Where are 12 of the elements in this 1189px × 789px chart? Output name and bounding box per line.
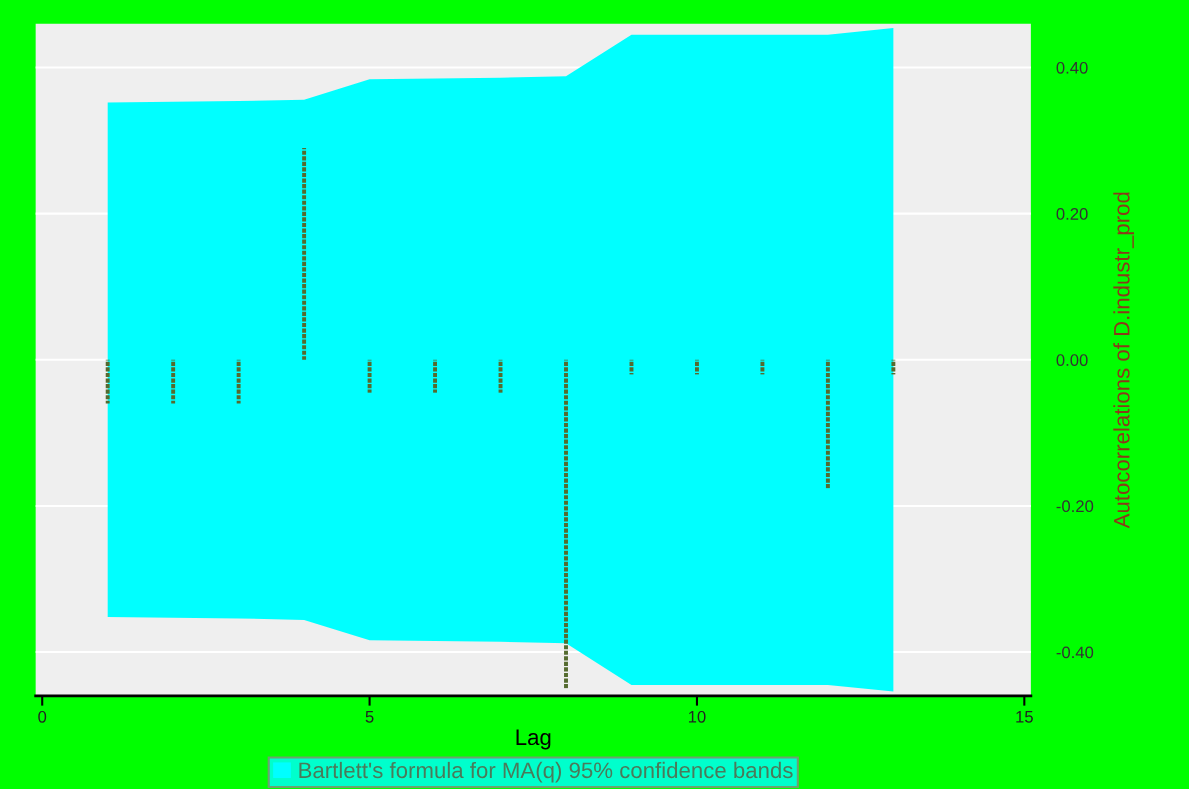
y-tick-label: -0.40 <box>1056 646 1094 659</box>
x-tick-label: 10 <box>688 710 706 723</box>
y-axis-title: Autocorrelations of D.industr_prod <box>1113 192 1135 529</box>
x-tick-label: 0 <box>38 710 47 723</box>
x-axis-title: Lag <box>516 729 551 750</box>
y-tick-label: -0.20 <box>1056 500 1094 513</box>
legend-label: Bartlett's formula for MA(q) 95% confidence bands <box>299 761 793 783</box>
x-tick-label: 15 <box>1016 711 1033 723</box>
y-tick-label: 0.40 <box>1056 61 1088 74</box>
y-tick-label: 0.00 <box>1056 354 1088 366</box>
y-tick-label: 0.20 <box>1056 208 1088 220</box>
x-tick-label: 5 <box>365 711 374 723</box>
